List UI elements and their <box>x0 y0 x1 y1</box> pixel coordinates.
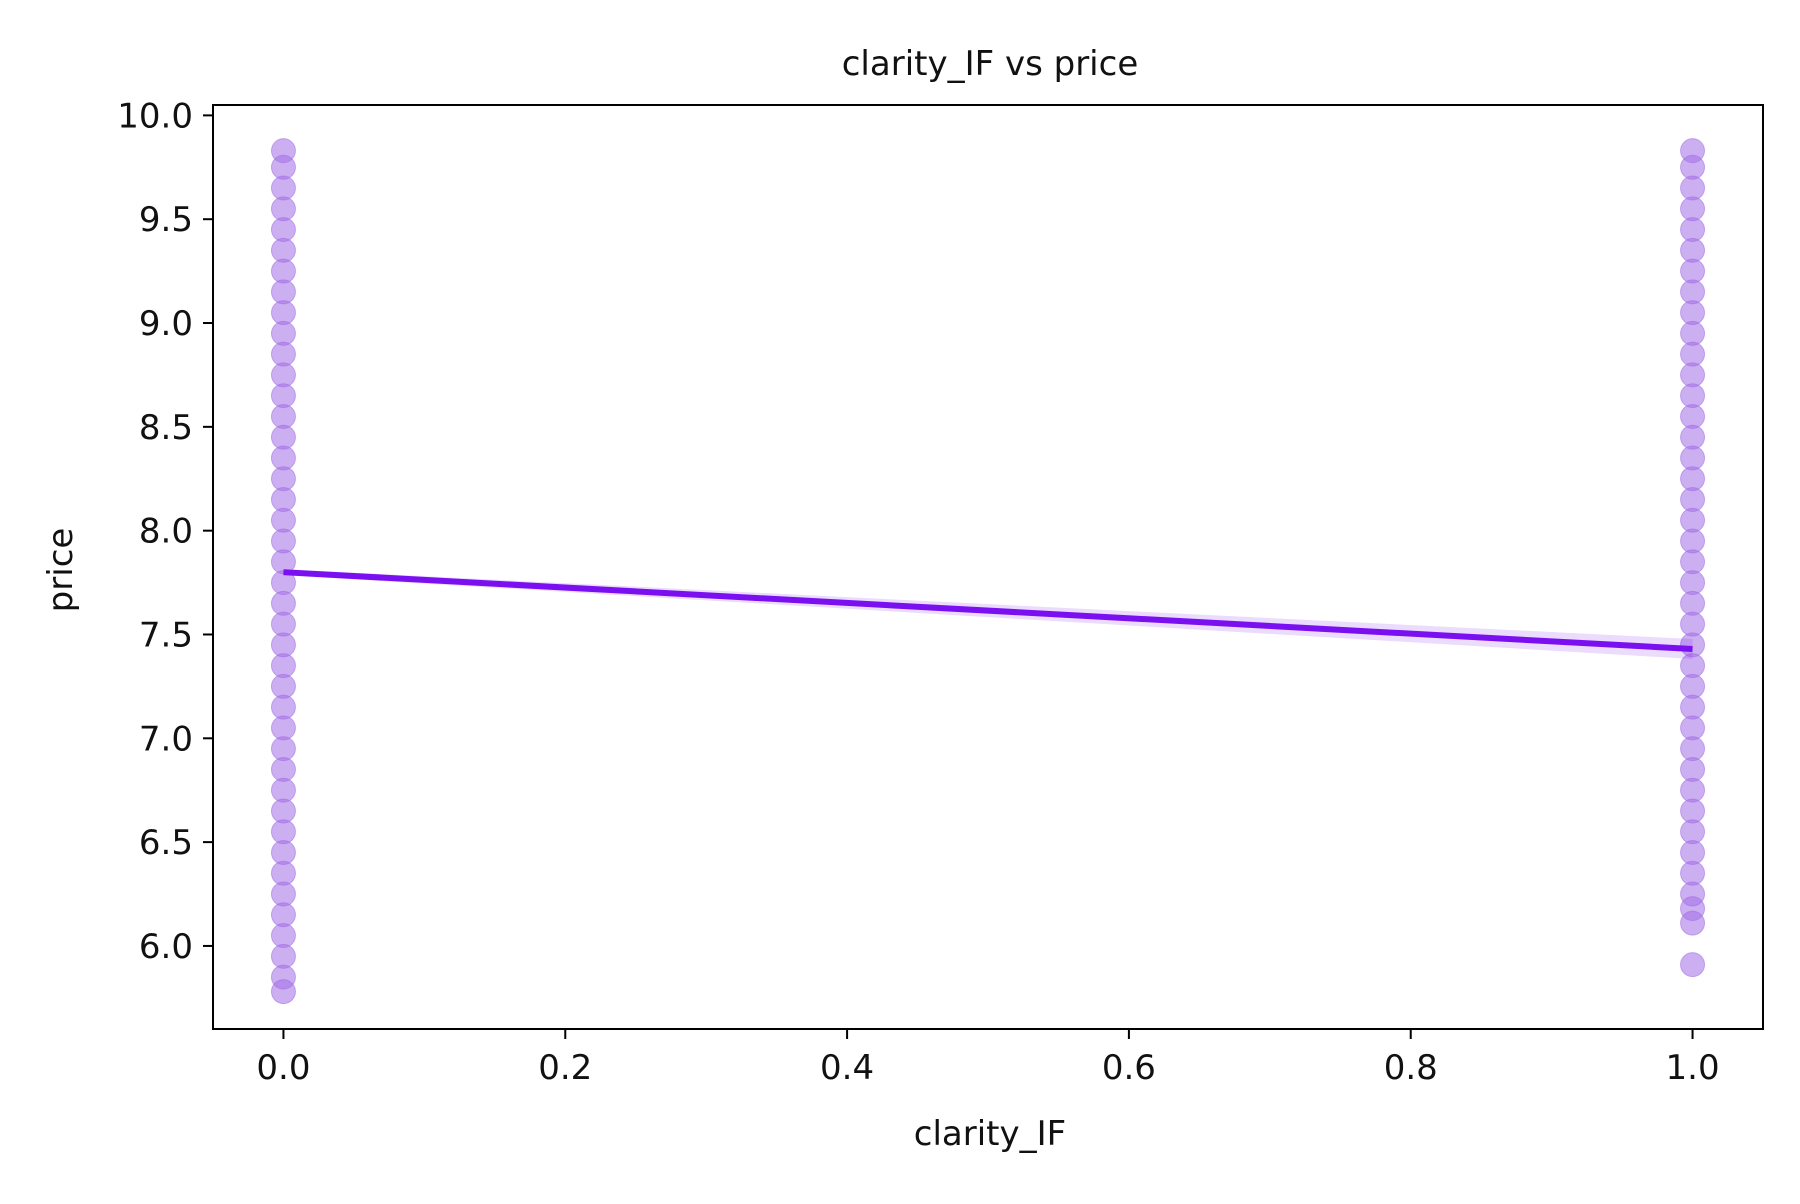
y-tick-label: 8.5 <box>139 408 193 448</box>
y-tick-label: 10.0 <box>117 96 193 136</box>
plot-frame <box>212 104 1764 1030</box>
x-tick-label: 0.8 <box>1384 1048 1438 1088</box>
y-tick-label: 8.0 <box>139 512 193 552</box>
y-tick-label: 9.5 <box>139 200 193 240</box>
x-tick-label: 0.2 <box>538 1048 592 1088</box>
scatter-point <box>270 138 296 164</box>
y-tick-label: 7.0 <box>139 719 193 759</box>
x-tick-label: 0.4 <box>820 1048 874 1088</box>
chart-title: clarity_IF vs price <box>842 44 1139 84</box>
x-tick-label: 1.0 <box>1666 1048 1720 1088</box>
chart-marks <box>270 138 1706 1005</box>
y-tick-label: 6.5 <box>139 823 193 863</box>
scatter-point <box>1680 138 1706 164</box>
y-tick-label: 9.0 <box>139 304 193 344</box>
regression-line <box>283 569 1693 653</box>
y-tick-label: 6.0 <box>139 927 193 967</box>
x-tick-label: 0.6 <box>1102 1048 1156 1088</box>
y-axis-title: price <box>41 528 81 613</box>
scatter-point <box>1680 952 1706 978</box>
x-axis-title: clarity_IF <box>914 1114 1066 1154</box>
y-tick-label: 7.5 <box>139 615 193 655</box>
x-tick-label: 0.0 <box>256 1048 310 1088</box>
axes: 0.0 0.2 0.4 0.6 0.8 1.0 6.0 6.5 7.0 7.5 8.0 8.5 9.0 9… <box>117 96 1764 1088</box>
